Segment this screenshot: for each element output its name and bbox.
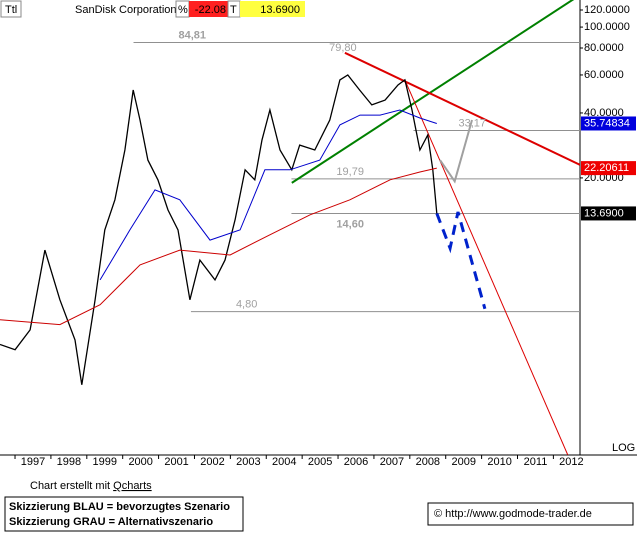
x-tick-label: 2005: [308, 456, 332, 468]
x-tick-label: 2003: [236, 456, 260, 468]
log-label: LOG: [612, 442, 635, 454]
price-line: [0, 74, 438, 385]
credit-text: Chart erstellt mit: [30, 480, 113, 492]
trend-line: [435, 211, 487, 310]
pct-label: %: [178, 4, 188, 16]
level-label: 33,17: [458, 117, 486, 129]
x-tick-label: 2008: [416, 456, 440, 468]
last-box: [240, 1, 305, 17]
change: -22.08: [195, 4, 226, 16]
trend-line: [344, 51, 580, 166]
price-line: [0, 167, 437, 326]
legend-grey: Skizzierung GRAU = Alternativszenario: [9, 516, 213, 528]
x-tick-label: 2002: [200, 456, 224, 468]
x-tick-label: 2001: [164, 456, 188, 468]
copyright-box: [427, 502, 634, 526]
ttl-box: [0, 0, 22, 18]
red-ma-value: 22.20611: [584, 162, 629, 174]
y-tick-label: 120.0000: [584, 4, 630, 16]
t-label: T: [230, 4, 237, 16]
legend-box: [4, 496, 244, 532]
ttl: Ttl: [5, 4, 17, 16]
y-tick-label: 80.0000: [584, 42, 624, 54]
level-label: 84,81: [179, 29, 207, 41]
x-tick-label: 2000: [128, 456, 152, 468]
blue-ma-value: 35.74834: [584, 117, 630, 129]
x-tick-label: 1997: [21, 456, 45, 468]
trend-line: [404, 79, 569, 455]
x-tick-label: 2012: [559, 456, 583, 468]
credit-link: Qcharts: [113, 480, 152, 492]
trend-line: [439, 119, 473, 184]
x-tick-label: 2010: [487, 456, 511, 468]
price-line: [99, 109, 437, 281]
y-tick-label: 100.0000: [584, 21, 630, 33]
red-ma-value-box: [581, 161, 636, 176]
annotation: 79,80: [329, 42, 357, 54]
last-value-box: [581, 206, 636, 221]
x-tick-label: 2011: [524, 456, 548, 468]
x-tick-label: 2009: [451, 456, 475, 468]
y-tick-label: 60.0000: [584, 69, 624, 81]
x-tick-label: 2007: [380, 456, 404, 468]
y-tick-label: 40.0000: [584, 107, 624, 119]
level-label: 19,79: [336, 166, 364, 178]
change-box: [189, 1, 228, 17]
blue-ma-value-box: [581, 116, 636, 131]
last-price: 13.6900: [260, 4, 300, 16]
x-tick-label: 1998: [57, 456, 81, 468]
level-label: 4,80: [236, 299, 257, 311]
x-tick-label: 1999: [93, 456, 117, 468]
level-label: 14,60: [336, 218, 364, 230]
last-value: 13.6900: [584, 207, 624, 219]
trend-line: [291, 0, 575, 184]
security-name: SanDisk Corporation: [75, 4, 177, 16]
plot-area: [0, 0, 580, 455]
legend-blue: Skizzierung BLAU = bevorzugtes Szenario: [9, 501, 230, 513]
x-tick-label: 2006: [344, 456, 368, 468]
copyright: © http://www.godmode-trader.de: [434, 508, 592, 520]
x-tick-label: 2004: [272, 456, 296, 468]
credit: Chart erstellt mit Qcharts: [30, 480, 152, 492]
